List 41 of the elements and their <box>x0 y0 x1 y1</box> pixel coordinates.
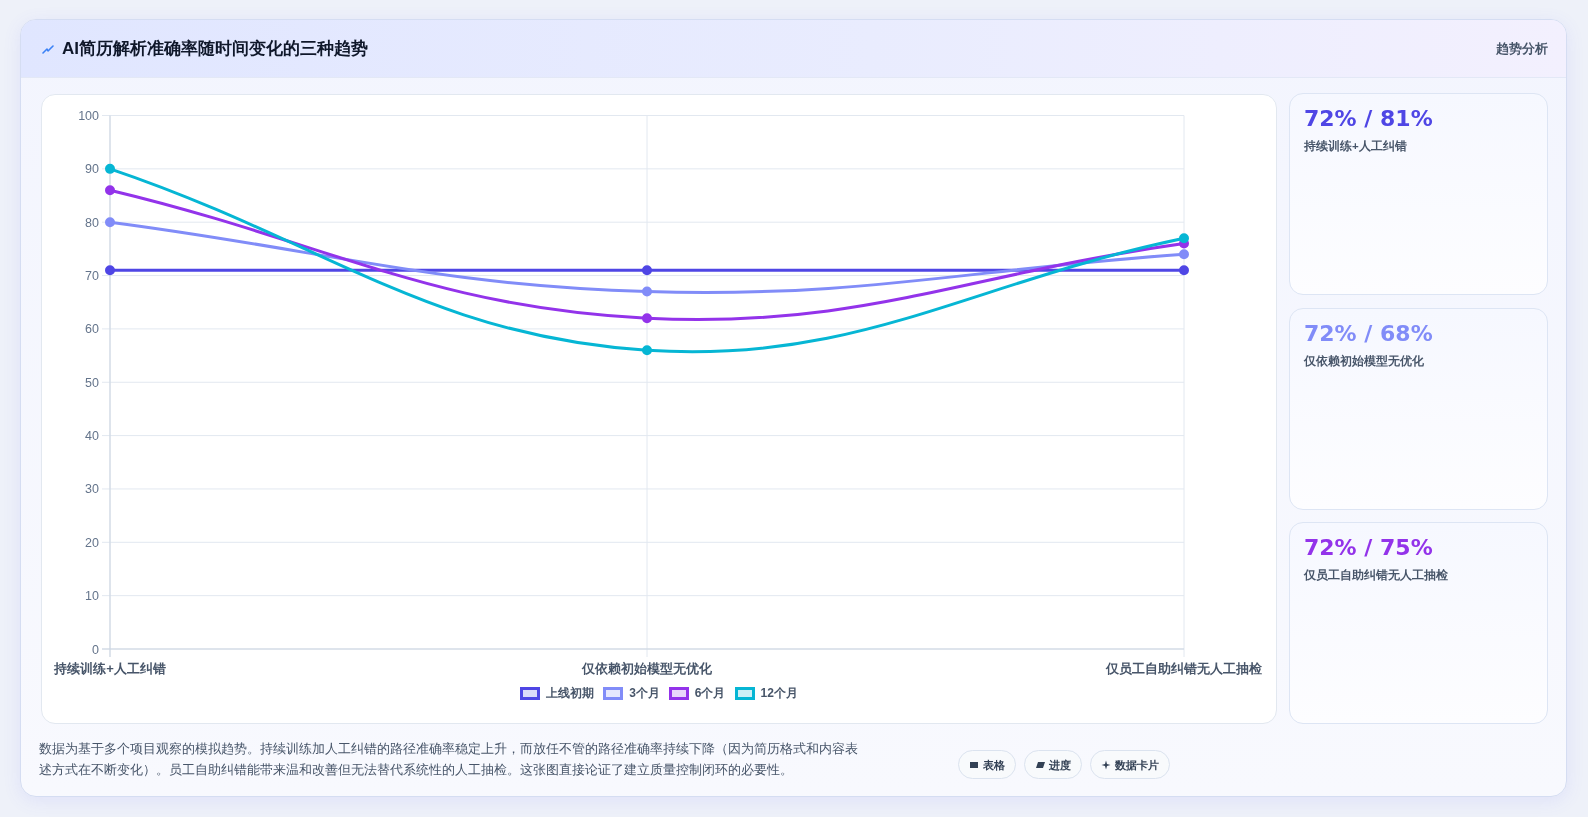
point <box>105 163 115 174</box>
y-tick-label: 30 <box>85 482 100 497</box>
y-tick-label: 20 <box>85 535 100 550</box>
text: 表格 <box>983 757 1005 772</box>
legend-label: 6个月 <box>694 685 726 701</box>
point <box>105 217 115 228</box>
y-tick-label: 80 <box>85 215 100 230</box>
y-tick-label: 0 <box>92 642 100 657</box>
y-tick-label: 100 <box>78 109 100 123</box>
x-tick-label: 持续训练+人工纠错 <box>53 661 166 676</box>
point <box>642 265 652 276</box>
y-tick-label: 60 <box>85 322 100 337</box>
y-tick-label: 90 <box>85 162 100 177</box>
x-tick-label: 仅依赖初始模型无优化 <box>581 661 713 676</box>
text: 数据为基于多个项目观察的模拟趋势。持续训练加人工纠错的路径准确率稳定上升，而放任不管的路径准确率持续下降（因为简历格式和内容表述方式在不断变化）。员工自助纠错能带来温和改善但无法替代系统性的人工抽检。这张图直接论证了建立质量控制闭环的必要性。 <box>39 740 859 779</box>
point <box>105 185 115 196</box>
legend-label: 12个月 <box>760 685 798 701</box>
x-tick-label: 仅员工自助纠错无人工抽检 <box>1105 661 1263 676</box>
point <box>642 345 652 356</box>
y-tick-label: 40 <box>85 429 100 444</box>
text: 72% / 75% <box>1304 534 1433 562</box>
legend-label: 上线初期 <box>546 685 595 701</box>
point <box>642 286 652 297</box>
point <box>1179 249 1189 260</box>
y-tick-label: 70 <box>85 269 100 284</box>
chart-title: AI简历解析准确率随时间变化的三种趋势 <box>62 38 368 60</box>
point <box>105 265 115 276</box>
text: 72% / 81% <box>1304 105 1433 133</box>
text: 仅员工自助纠错无人工抽检 <box>1304 568 1448 583</box>
text: 72% / 68% <box>1304 319 1433 348</box>
text: 持续训练+人工纠错 <box>1304 139 1407 154</box>
text: 进度 <box>1049 757 1071 772</box>
text: 数据卡片 <box>1115 757 1159 772</box>
y-tick-label: 50 <box>85 375 100 390</box>
y-tick-label: 10 <box>85 589 100 604</box>
point <box>642 313 652 324</box>
legend-label: 3个月 <box>629 685 660 701</box>
point <box>1179 233 1189 244</box>
text: 仅依赖初始模型无优化 <box>1304 353 1424 369</box>
text: 趋势分析 <box>1496 41 1548 58</box>
point <box>1179 265 1189 276</box>
